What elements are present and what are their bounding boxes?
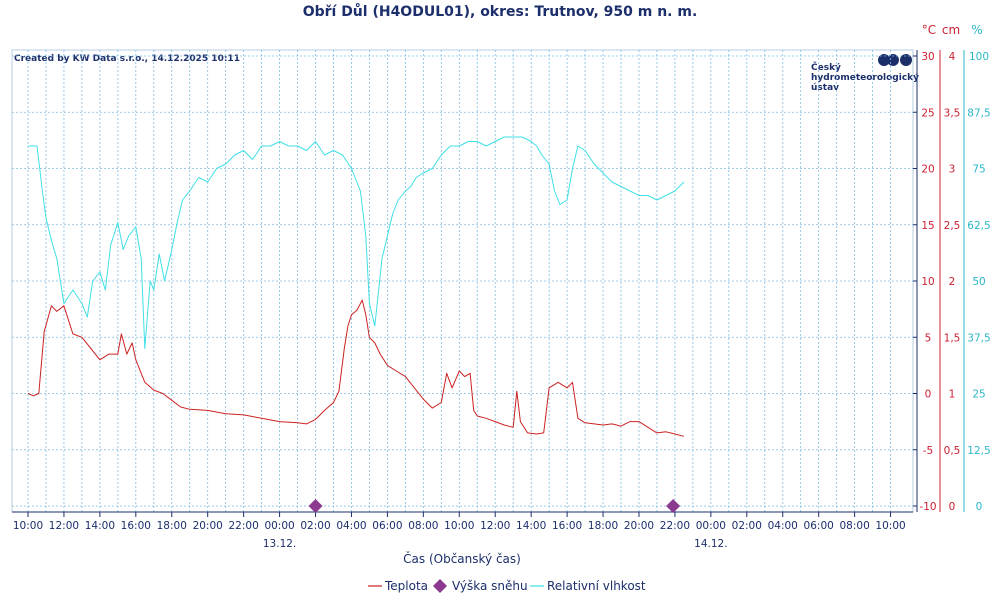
marker-layer (308, 499, 681, 513)
temperature-tick-label: 20 (921, 164, 934, 176)
x-tick-label: 00:00 (696, 520, 726, 532)
snow-marker-icon (308, 499, 323, 513)
snow-tick-label: 2 (949, 276, 956, 288)
x-tick-label: 10:00 (444, 520, 474, 532)
temperature-tick-label: 15 (921, 220, 934, 232)
temperature-tick-label: 0 (925, 389, 932, 401)
x-tick-label: 12:00 (49, 520, 79, 532)
humidity-tick-label: 0 (976, 501, 983, 513)
x-tick-label: 16:00 (121, 520, 151, 532)
temperature-tick-label: 30 (921, 51, 934, 63)
temperature-tick-label: 5 (925, 332, 932, 344)
humidity-tick-label: 100 (969, 51, 989, 63)
x-tick-label: 02:00 (300, 520, 330, 532)
date-label: 14.12. (694, 538, 727, 550)
date-label: 13.12. (263, 538, 296, 550)
legend: Teplota Výška sněhu Relativní vlhkost (368, 579, 646, 593)
snow-tick-label: 4 (949, 51, 956, 63)
x-tick-label: 14:00 (85, 520, 115, 532)
x-tick-label: 10:00 (13, 520, 43, 532)
snow-tick-label: 0 (949, 501, 956, 513)
temperature-tick-label: 10 (921, 276, 934, 288)
unit-temperature: °C (922, 23, 936, 37)
x-tick-label: 12:00 (480, 520, 510, 532)
x-tick-label: 04:00 (768, 520, 798, 532)
humidity-tick-label: 12,5 (967, 445, 990, 457)
legend-label: Teplota (384, 579, 428, 593)
snow-tick-label: 1,5 (944, 332, 961, 344)
x-tick-label: 04:00 (336, 520, 366, 532)
humidity-tick-label: 62,5 (967, 220, 990, 232)
x-tick-label: 00:00 (264, 520, 294, 532)
chart-title: Obří Důl (H4ODUL01), okres: Trutnov, 950… (303, 3, 698, 20)
snow-tick-label: 3,5 (944, 107, 961, 119)
temperature-tick-label: -10 (919, 501, 936, 513)
x-tick-label: 08:00 (408, 520, 438, 532)
axes: 10:00 12:00 14:00 16:00 18:00 20:00 22:00 00:00… (12, 50, 991, 550)
x-tick-label: 20:00 (624, 520, 654, 532)
series-layer (27, 136, 685, 437)
temperature-tick-label: 25 (921, 107, 934, 119)
legend-diamond-icon (433, 579, 447, 593)
x-tick-label: 18:00 (588, 520, 618, 532)
x-tick-label: 06:00 (804, 520, 834, 532)
logo-dot-2-icon (887, 54, 899, 66)
snow-tick-label: 1 (949, 389, 956, 401)
x-tick-label: 20:00 (193, 520, 223, 532)
x-tick-label: 10:00 (875, 520, 905, 532)
unit-humidity: % (971, 23, 982, 37)
temperature-line (27, 299, 685, 437)
snow-tick-label: 0,5 (944, 445, 961, 457)
temperature-tick-label: -5 (923, 445, 933, 457)
unit-snow: cm (942, 23, 960, 37)
snow-marker-icon (666, 499, 681, 513)
logo-line-3: ústav (811, 83, 839, 93)
x-tick-label: 02:00 (732, 520, 762, 532)
legend-label: Relativní vlhkost (547, 579, 646, 593)
x-tick-label: 22:00 (660, 520, 690, 532)
chmi-logo: Český hydrometeorologický ústav (811, 54, 919, 93)
x-tick-label: 18:00 (157, 520, 187, 532)
logo-dot-1-icon (878, 54, 890, 66)
logo-line-2: hydrometeorologický (811, 73, 919, 83)
x-tick-label: 14:00 (516, 520, 546, 532)
x-tick-label: 06:00 (372, 520, 402, 532)
humidity-tick-label: 87,5 (967, 107, 990, 119)
snow-tick-label: 2,5 (944, 220, 961, 232)
humidity-tick-label: 50 (972, 276, 985, 288)
x-tick-label: 16:00 (552, 520, 582, 532)
logo-dot-3-icon (900, 54, 912, 66)
x-tick-label: 08:00 (839, 520, 869, 532)
humidity-line (28, 136, 685, 349)
x-axis-label: Čas (Občanský čas) (403, 551, 521, 566)
humidity-tick-label: 75 (972, 164, 985, 176)
snow-tick-label: 3 (949, 164, 956, 176)
grid (11, 49, 914, 513)
humidity-tick-label: 37,5 (967, 332, 990, 344)
x-tick-label: 22:00 (229, 520, 259, 532)
humidity-tick-label: 25 (972, 389, 985, 401)
legend-label: Výška sněhu (452, 579, 528, 593)
credit-text: Created by KW Data s.r.o., 14.12.2025 10… (14, 54, 240, 64)
